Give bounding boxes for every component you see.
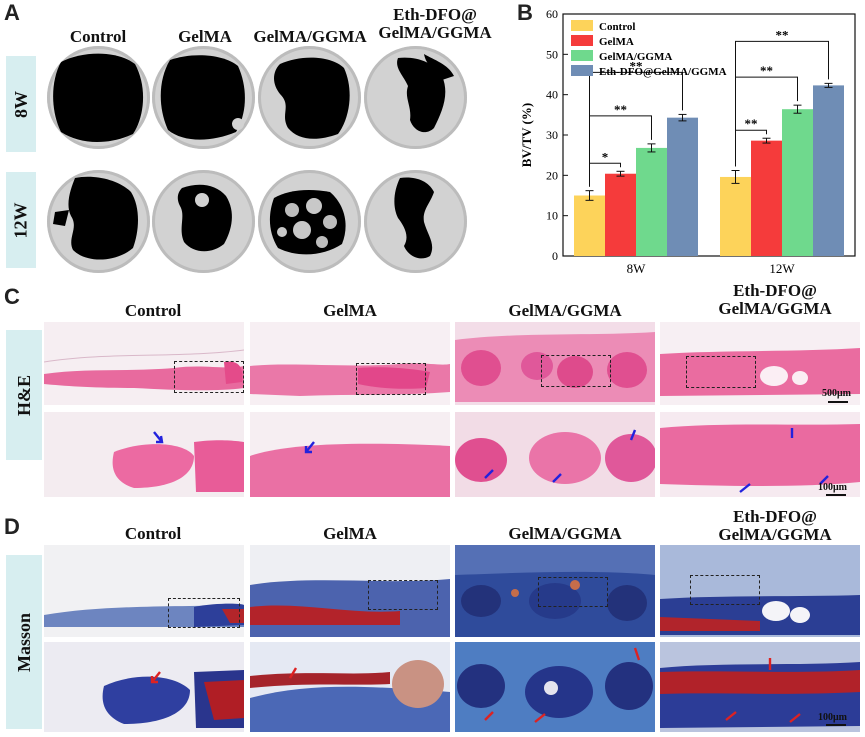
panel-a-col-gelma: GelMA (178, 27, 232, 46)
masson-high-gelma (250, 642, 450, 732)
panel-a-letter: A (4, 0, 20, 25)
zoom-box-eth-dfo (686, 356, 756, 388)
panel-c-col-control: Control (124, 301, 182, 320)
ct-scan-control-12w (47, 170, 150, 273)
he-scale-bar-100 (826, 494, 846, 496)
panel-b-letter: B (517, 0, 533, 25)
panel-a-col-eth-dfo: Eth-DFO@ GelMA/GGMA (378, 5, 492, 42)
masson-high-control (44, 642, 244, 732)
x-tick-label: 8W (627, 261, 647, 276)
zoom-box-control (174, 361, 244, 393)
masson-zoom-box-control (168, 598, 240, 628)
panel-d-col-gelma-ggma: GelMA/GGMA (508, 524, 622, 543)
significance-mark: ** (614, 102, 627, 117)
y-tick-label: 50 (546, 47, 558, 61)
panel-d-col-gelma: GelMA (323, 524, 377, 543)
masson-scale-100: 100μm (818, 712, 847, 723)
legend-swatch (571, 35, 593, 46)
y-tick-label: 0 (552, 249, 558, 263)
he-high-eth-dfo (660, 412, 860, 497)
ct-scan-eth-dfo-12w (364, 170, 467, 273)
bar-12W-2 (782, 109, 813, 256)
bar-8W-3 (667, 117, 698, 256)
legend-swatch (571, 20, 593, 31)
ct-scan-gelma-ggma-8w (258, 46, 361, 149)
panel-a-col-gelma-ggma: GelMA/GGMA (253, 27, 367, 46)
legend-label: Eth-DFO@GelMA/GGMA (599, 66, 727, 78)
chart-axes: 0 10 20 30 40 50 60 8W 12W (546, 7, 856, 276)
masson-low-eth-dfo (660, 545, 860, 637)
panel-d-col-eth-dfo: Eth-DFO@ GelMA/GGMA (718, 507, 832, 544)
significance-bracket (589, 71, 683, 187)
he-high-gelma (250, 412, 450, 497)
masson-zoom-box-gelma-ggma (538, 577, 608, 607)
masson-zoom-box-eth-dfo (690, 575, 760, 605)
chart-significance: *********** (589, 27, 829, 187)
panel-a-row-8w: 8W (6, 56, 36, 152)
bar-8W-2 (636, 147, 667, 256)
masson-low-control (44, 545, 244, 637)
masson-zoom-box-gelma (368, 580, 438, 610)
masson-scale-bar-100 (826, 724, 846, 726)
masson-low-gelma-ggma (455, 545, 655, 637)
y-tick-label: 20 (546, 168, 558, 182)
bar-12W-0 (720, 176, 751, 256)
he-scale-100: 100μm (818, 482, 847, 493)
zoom-box-gelma (356, 363, 426, 395)
bar-8W-1 (605, 173, 636, 256)
panel-c-letter: C (4, 284, 20, 309)
panel-a-col-control: Control (69, 27, 127, 46)
x-tick-label: 12W (769, 261, 795, 276)
legend-label: GelMA (599, 36, 634, 48)
significance-mark: ** (745, 116, 758, 131)
y-tick-label: 60 (546, 7, 558, 21)
panel-a-row-12w: 12W (6, 172, 36, 268)
legend-label: GelMA/GGMA (599, 51, 672, 63)
ct-scan-gelma-ggma-12w (258, 170, 361, 273)
bar-12W-1 (751, 140, 782, 256)
legend-swatch (571, 50, 593, 61)
panel-c-col-gelma: GelMA (323, 301, 377, 320)
he-low-gelma-ggma (455, 322, 655, 405)
he-scale-bar-500 (828, 401, 848, 403)
y-tick-label: 10 (546, 209, 558, 223)
he-scale-500: 500μm (822, 388, 851, 399)
panel-c-col-gelma-ggma: GelMA/GGMA (508, 301, 622, 320)
panel-d-letter: D (4, 514, 20, 539)
he-high-control (44, 412, 244, 497)
zoom-box-gelma-ggma (541, 355, 611, 387)
significance-bracket (735, 40, 829, 167)
significance-mark: ** (630, 58, 643, 73)
masson-high-eth-dfo (660, 642, 860, 732)
y-tick-label: 40 (546, 88, 558, 102)
he-low-control (44, 322, 244, 405)
panel-d-col-control: Control (124, 524, 182, 543)
he-low-eth-dfo (660, 322, 860, 405)
ct-scan-gelma-8w (152, 46, 255, 149)
chart-legend: Control GelMA GelMA/GGMA Eth-DFO@GelMA/GGMA (571, 20, 727, 78)
legend-swatch (571, 65, 593, 76)
ct-scan-eth-dfo-8w (364, 46, 467, 149)
chart-y-axis-label: BV/TV (%) (519, 103, 534, 167)
legend-label: Control (599, 21, 635, 33)
ct-scan-control-8w (47, 46, 150, 149)
bar-12W-3 (813, 85, 844, 256)
bar-8W-0 (574, 195, 605, 256)
panel-d-row-label: Masson (6, 555, 42, 729)
panel-c-row-label: H&E (6, 330, 42, 460)
significance-mark: * (602, 149, 609, 164)
panel-c-col-eth-dfo: Eth-DFO@ GelMA/GGMA (718, 281, 832, 318)
significance-mark: ** (776, 27, 789, 42)
chart-bars (574, 82, 844, 256)
masson-high-gelma-ggma (455, 642, 655, 732)
masson-low-gelma (250, 545, 450, 637)
ct-scan-gelma-12w (152, 170, 255, 273)
y-tick-label: 30 (546, 128, 558, 142)
he-high-gelma-ggma (455, 412, 655, 497)
significance-mark: ** (760, 63, 773, 78)
